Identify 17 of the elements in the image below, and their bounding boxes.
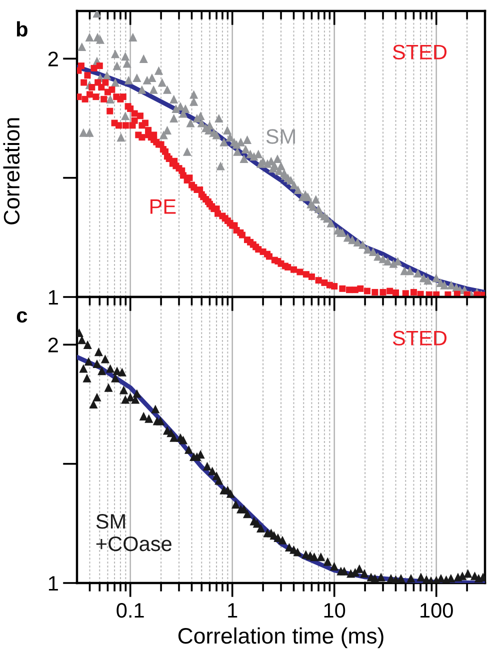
x-tick-label: 1 — [228, 603, 238, 618]
text: SM +COase — [96, 514, 172, 552]
y-tick-label: 1 — [48, 290, 58, 305]
y-tick-label: 2 — [48, 338, 58, 352]
annotation: STED — [392, 44, 447, 60]
series-label: SM — [266, 129, 295, 144]
annotation: STED — [392, 330, 447, 346]
x-tick-label: 10 — [324, 602, 346, 618]
series-label: PE — [150, 199, 176, 214]
chart-title: c — [16, 311, 28, 323]
y-axis-title: Correlation — [3, 118, 20, 224]
y-tick-label: 2 — [48, 52, 58, 66]
x-tick-label: 0.1 — [116, 602, 144, 618]
x-axis-title: Correlation time (ms) — [178, 627, 384, 648]
x-tick-label: 100 — [420, 602, 453, 618]
y-tick-label: 1 — [48, 576, 58, 591]
chart-title: b — [16, 21, 28, 37]
